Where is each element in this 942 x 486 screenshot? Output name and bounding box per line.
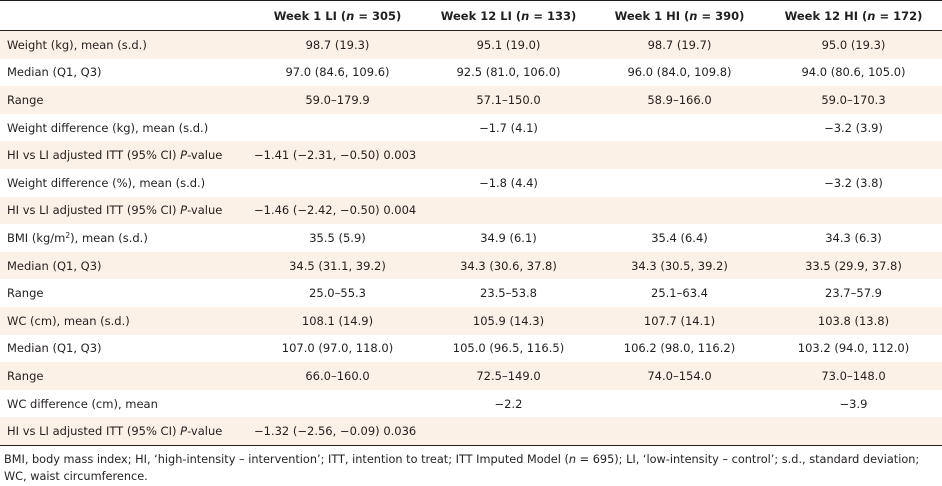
table-cell: 95.1 (19.0) [423, 30, 594, 59]
table-cell: 96.0 (84.0, 109.8) [627, 65, 732, 80]
table-cell: 97.0 (84.6, 109.6) [285, 65, 390, 80]
results-table: Week 1 LI (n = 305) Week 12 LI (n = 133)… [0, 0, 942, 446]
table-cell: 73.0–148.0 [765, 362, 942, 390]
table-cell: 57.1–150.0 [423, 86, 594, 114]
table-cell: −3.9 [839, 396, 868, 411]
table-cell: 58.9–166.0 [594, 86, 765, 114]
table-cell: −1.7 (4.1) [479, 120, 538, 135]
table-cell [252, 114, 423, 142]
table-row: Weight difference (%), mean (s.d.) −1.8 … [0, 169, 942, 197]
row-label: Range [0, 86, 252, 114]
table-cell: 107.7 (14.1) [594, 306, 765, 335]
table-cell [252, 390, 423, 418]
table-row: HI vs LI adjusted ITT (95% CI) P-value −… [0, 196, 942, 225]
table-row: HI vs LI adjusted ITT (95% CI) P-value −… [0, 141, 942, 169]
table-cell: 33.5 (29.9, 37.8) [765, 251, 942, 280]
table-cell: −3.2 (3.8) [824, 175, 883, 190]
table-row: WC difference (cm), mean −2.2 −3.9 [0, 390, 942, 418]
table-cell: 95.0 (19.3) [765, 30, 942, 59]
table-cell: 66.0–160.0 [252, 362, 423, 390]
header-week1-hi: Week 1 HI (n = 390) [594, 0, 765, 31]
table-row: Median (Q1, Q3) 34.5 (31.1, 39.2) 34.3 (… [0, 251, 942, 280]
table-cell [765, 141, 942, 169]
table-cell [252, 169, 423, 197]
table-cell: 35.4 (6.4) [651, 230, 708, 245]
table-cell: −1.41 (−2.31, −0.50) 0.003 [252, 141, 594, 169]
table-cell: 98.7 (19.3) [252, 30, 423, 59]
table-cell [765, 196, 942, 225]
table-cell: 23.7–57.9 [825, 286, 882, 301]
row-label: BMI (kg/m2), mean (s.d.) [7, 230, 148, 245]
table-cell: 92.5 (81.0, 106.0) [456, 65, 561, 80]
table-row: HI vs LI adjusted ITT (95% CI) P-value −… [0, 417, 942, 446]
row-label: Median (Q1, Q3) [0, 251, 252, 280]
row-label: HI vs LI adjusted ITT (95% CI) P-value [0, 417, 252, 446]
row-label: Weight difference (%), mean (s.d.) [7, 175, 206, 190]
table-cell: 105.0 (96.5, 116.5) [452, 341, 565, 356]
table-cell: −1.32 (−2.56, −0.09) 0.036 [252, 417, 594, 446]
table-cell: 105.9 (14.3) [423, 306, 594, 335]
table-cell [594, 114, 765, 142]
table-cell: 34.3 (30.6, 37.8) [423, 251, 594, 280]
table-cell: 72.5–149.0 [423, 362, 594, 390]
table-cell: 34.9 (6.1) [480, 230, 537, 245]
table-cell [765, 417, 942, 446]
header-week1-li: Week 1 LI (n = 305) [252, 0, 423, 31]
row-label: Median (Q1, Q3) [7, 65, 102, 80]
table-row: WC (cm), mean (s.d.) 108.1 (14.9) 105.9 … [0, 306, 942, 335]
table-cell: 25.1–63.4 [651, 286, 708, 301]
row-label: HI vs LI adjusted ITT (95% CI) P-value [0, 196, 252, 225]
table-cell: 23.5–53.8 [480, 286, 537, 301]
table-cell [594, 141, 765, 169]
row-label: Weight difference (kg), mean (s.d.) [7, 120, 209, 135]
table-row: Range 59.0–179.9 57.1–150.0 58.9–166.0 5… [0, 86, 942, 114]
table-cell [594, 390, 765, 418]
table-cell: −2.2 [494, 396, 523, 411]
table-row: Weight difference (kg), mean (s.d.) −1.7… [0, 114, 942, 142]
table-cell: 103.8 (13.8) [765, 306, 942, 335]
table-cell: 108.1 (14.9) [252, 306, 423, 335]
table-cell: 98.7 (19.7) [594, 30, 765, 59]
table-cell: 34.3 (6.3) [825, 230, 882, 245]
header-blank [0, 0, 252, 31]
header-week12-hi: Week 12 HI (n = 172) [765, 0, 942, 31]
table-cell [594, 196, 765, 225]
row-label: Range [7, 286, 44, 301]
table-row: Median (Q1, Q3) 107.0 (97.0, 118.0) 105.… [0, 335, 942, 363]
table-row: BMI (kg/m2), mean (s.d.) 35.5 (5.9) 34.9… [0, 224, 942, 252]
table-row: Weight (kg), mean (s.d.) 98.7 (19.3) 95.… [0, 30, 942, 59]
table-cell: 59.0–170.3 [765, 86, 942, 114]
table-cell: 25.0–55.3 [309, 286, 366, 301]
header-week12-li: Week 12 LI (n = 133) [423, 0, 594, 31]
table-footnote: BMI, body mass index; HI, ‘high-intensit… [4, 452, 920, 483]
row-label: WC (cm), mean (s.d.) [0, 306, 252, 335]
table-cell: −1.46 (−2.42, −0.50) 0.004 [252, 196, 594, 225]
table-cell: −1.8 (4.4) [479, 175, 538, 190]
row-label: WC difference (cm), mean [7, 396, 158, 411]
row-label: HI vs LI adjusted ITT (95% CI) P-value [0, 141, 252, 169]
table-cell: 107.0 (97.0, 118.0) [281, 341, 394, 356]
table-cell: 34.3 (30.5, 39.2) [594, 251, 765, 280]
table-row: Range 66.0–160.0 72.5–149.0 74.0–154.0 7… [0, 362, 942, 390]
table-cell: −3.2 (3.9) [824, 120, 883, 135]
table-cell: 103.2 (94.0, 112.0) [797, 341, 910, 356]
table-cell: 74.0–154.0 [594, 362, 765, 390]
table-cell: 94.0 (80.6, 105.0) [801, 65, 906, 80]
table-cell [594, 169, 765, 197]
table-cell: 35.5 (5.9) [309, 230, 366, 245]
table-cell: 59.0–179.9 [252, 86, 423, 114]
table-cell: 34.5 (31.1, 39.2) [252, 251, 423, 280]
header-row: Week 1 LI (n = 305) Week 12 LI (n = 133)… [0, 0, 942, 31]
table-cell: 106.2 (98.0, 116.2) [623, 341, 736, 356]
row-label: Median (Q1, Q3) [7, 341, 102, 356]
table-cell [594, 417, 765, 446]
row-label: Range [0, 362, 252, 390]
table-row: Range 25.0–55.3 23.5–53.8 25.1–63.4 23.7… [0, 279, 942, 307]
table-row: Median (Q1, Q3) 97.0 (84.6, 109.6) 92.5 … [0, 59, 942, 87]
row-label: Weight (kg), mean (s.d.) [0, 30, 252, 59]
